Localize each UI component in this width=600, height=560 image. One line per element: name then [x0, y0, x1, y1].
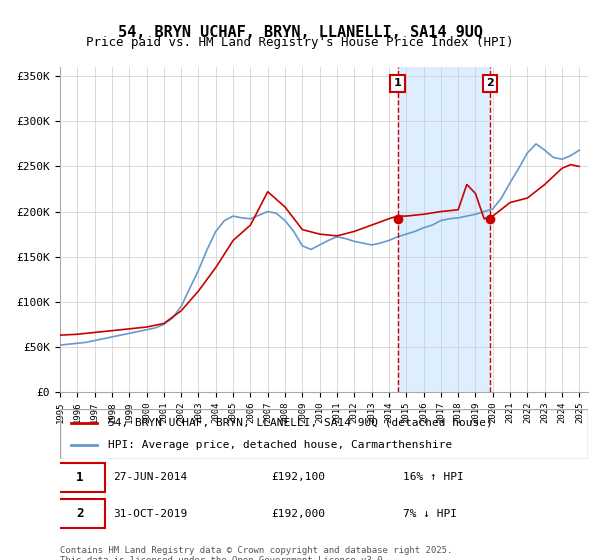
Text: 7% ↓ HPI: 7% ↓ HPI: [403, 509, 457, 519]
Text: 16% ↑ HPI: 16% ↑ HPI: [403, 473, 464, 482]
Text: £192,100: £192,100: [271, 473, 325, 482]
Text: 54, BRYN UCHAF, BRYN, LLANELLI, SA14 9UQ: 54, BRYN UCHAF, BRYN, LLANELLI, SA14 9UQ: [118, 25, 482, 40]
FancyBboxPatch shape: [55, 463, 105, 492]
Text: 54, BRYN UCHAF, BRYN, LLANELLI, SA14 9UQ (detached house): 54, BRYN UCHAF, BRYN, LLANELLI, SA14 9UQ…: [107, 418, 492, 428]
Text: 2: 2: [76, 507, 83, 520]
Text: HPI: Average price, detached house, Carmarthenshire: HPI: Average price, detached house, Carm…: [107, 440, 452, 450]
Text: £192,000: £192,000: [271, 509, 325, 519]
Text: 1: 1: [76, 471, 83, 484]
Text: 2: 2: [486, 78, 494, 88]
Text: 1: 1: [394, 78, 401, 88]
Text: 27-JUN-2014: 27-JUN-2014: [113, 473, 187, 482]
Bar: [398, 67, 490, 392]
Text: 31-OCT-2019: 31-OCT-2019: [113, 509, 187, 519]
Text: Price paid vs. HM Land Registry's House Price Index (HPI): Price paid vs. HM Land Registry's House …: [86, 36, 514, 49]
Text: Contains HM Land Registry data © Crown copyright and database right 2025.
This d: Contains HM Land Registry data © Crown c…: [60, 546, 452, 560]
FancyBboxPatch shape: [55, 500, 105, 529]
